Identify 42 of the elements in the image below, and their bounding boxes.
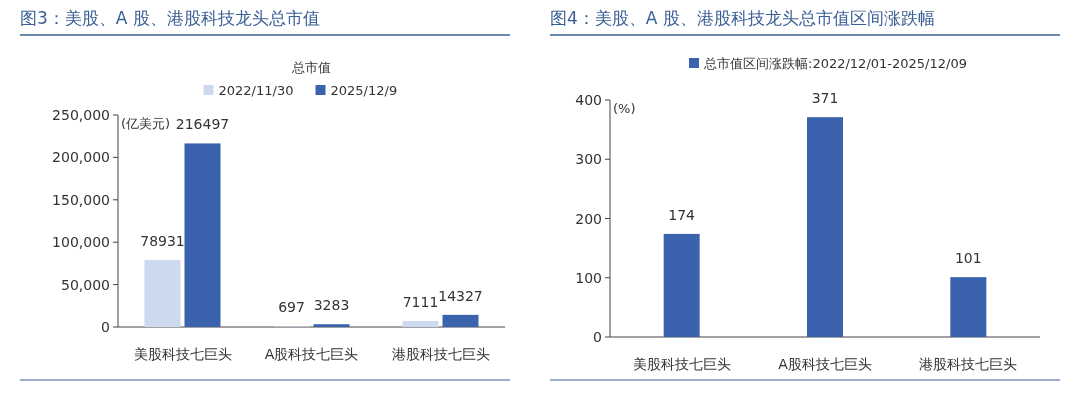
data-label: 3283 (313, 297, 350, 314)
x-tick-label: 美股科技七巨头 (133, 346, 232, 362)
y-tick-label: 200,000 (52, 149, 110, 166)
bar (184, 143, 221, 327)
y-tick-label: 250,000 (52, 107, 110, 123)
data-label: 14327 (438, 287, 483, 304)
x-tick-label: A股科技七巨头 (264, 346, 359, 362)
data-label: 7111 (402, 293, 439, 310)
bar (950, 277, 987, 337)
bar (663, 233, 700, 337)
x-tick-label: 美股科技七巨头 (632, 356, 731, 372)
bar (402, 320, 439, 327)
y-tick-label: 150,000 (52, 191, 110, 208)
bar (144, 260, 181, 327)
data-label: 101 (954, 250, 982, 267)
x-tick-label: A股科技七巨头 (778, 356, 872, 372)
data-label: 697 (278, 299, 305, 316)
y-tick-label: 400 (575, 92, 602, 108)
legend-label: 2025/12/9 (330, 83, 398, 98)
data-label: 371 (811, 90, 839, 107)
y-tick-label: 200 (575, 210, 602, 227)
y-axis-title: (亿美元) (121, 116, 171, 131)
y-axis-title: (%) (613, 101, 636, 116)
y-tick-label: 300 (575, 151, 602, 168)
bar (442, 314, 479, 327)
y-tick-label: 100,000 (52, 234, 110, 251)
legend-label: 总市值区间涨跌幅:2022/12/01-2025/12/09 (703, 56, 967, 71)
y-tick-label: 100 (575, 269, 602, 286)
chart-title: 图4：美股、A 股、港股科技龙头总市值区间涨跌幅 (550, 8, 935, 28)
y-tick-label: 50,000 (61, 276, 110, 293)
y-tick-label: 0 (593, 329, 602, 345)
data-label: 216497 (175, 116, 230, 133)
bar (313, 324, 350, 327)
legend-title: 总市值 (291, 60, 331, 75)
bar (807, 117, 843, 337)
legend-label: 2022/11/30 (218, 83, 294, 98)
y-tick-label: 0 (101, 319, 110, 335)
x-tick-label: 港股科技七巨头 (391, 346, 490, 362)
x-tick-label: 港股科技七巨头 (919, 356, 1018, 372)
data-label: 78931 (140, 233, 185, 250)
data-label: 174 (668, 206, 696, 223)
chart-title: 图3：美股、A 股、港股科技龙头总市值 (20, 8, 320, 28)
